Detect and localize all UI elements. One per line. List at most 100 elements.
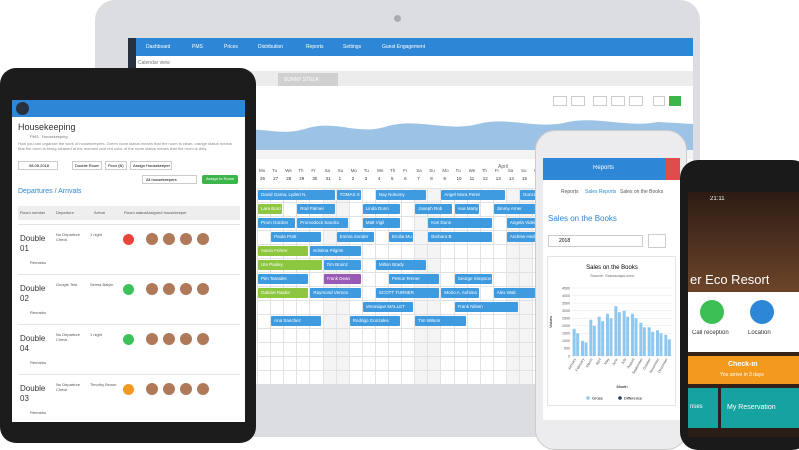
booking[interactable]: Jimmy Arner [493,204,558,214]
assign-button[interactable]: Assign to Room [202,175,238,184]
housekeeper-avatar[interactable] [163,283,175,295]
tile[interactable]: nses [688,388,718,428]
room-status[interactable] [123,284,134,295]
call-icon[interactable] [700,300,724,324]
month-label: April [498,164,509,170]
tool-button[interactable] [629,96,643,106]
breadcrumb[interactable]: Reports [561,189,579,195]
booking[interactable]: Ana Sanchez [271,316,322,326]
booking[interactable]: Andrew Heder [506,232,545,242]
housekeeper-avatar[interactable] [146,383,158,395]
booking[interactable]: Linda Dunn [362,204,401,214]
tool-button[interactable] [571,96,585,106]
y-tick-label: 2500 [562,317,570,321]
booking[interactable]: Matt Vigil [362,218,401,228]
housekeeper-avatar[interactable] [180,283,192,295]
nav-item[interactable]: Settings [343,44,362,50]
filter[interactable]: Assign Housekeeper [130,161,172,170]
housekeeper-avatar[interactable] [146,333,158,345]
year-select[interactable]: 2018 [548,235,643,247]
nav-item[interactable]: Distribution [258,44,284,50]
tile[interactable]: My Reservation [721,388,799,428]
booking[interactable]: Alex Walt [493,288,545,298]
booking[interactable]: Nay Nokomy [375,190,427,200]
tool-button[interactable] [593,96,607,106]
housekeeper-select[interactable]: All housekeepers [142,175,197,184]
booking[interactable]: Angela Videira Pereira [506,218,558,228]
booking[interactable]: Kari Dunn [428,218,492,228]
booking[interactable]: Joseph Rob [415,204,453,214]
booking[interactable]: Emma Sonder [336,232,374,242]
nav-item[interactable]: Prices [224,44,238,50]
booking[interactable]: Aaron Fehrer [258,246,309,256]
booking[interactable]: Ute Pasley [258,260,322,270]
camera [394,15,401,22]
menu-button[interactable] [648,234,666,248]
housekeeper-avatar[interactable] [180,383,192,395]
tool-button[interactable] [611,96,625,106]
housekeeper-avatar[interactable] [180,333,192,345]
booking[interactable]: TOMAS S. [336,190,361,200]
booking[interactable]: SCOTT TURNER [375,288,440,298]
nav-item[interactable]: PMS [192,44,203,50]
booking[interactable]: George Simpson [454,274,492,284]
booking[interactable]: Morio A. Ashima [441,288,479,298]
housekeeper-avatar[interactable] [180,233,192,245]
tool-button[interactable] [669,96,681,106]
booking-name: Jimmy Arner [496,206,522,211]
weekday: We [468,168,476,173]
booking[interactable]: Milton Brady [375,260,427,270]
housekeeper-avatar[interactable] [197,233,209,245]
tool-button[interactable] [653,96,665,106]
booking[interactable]: Frank Dean [323,274,361,284]
housekeeper-avatar[interactable] [146,233,158,245]
booking[interactable]: Pim Tamales [258,274,309,284]
breadcrumb[interactable]: Sales Reports [585,189,617,195]
booking[interactable]: Raymond Vernon [310,288,361,298]
booking[interactable]: Paula Pratt [271,232,322,242]
booking[interactable]: Petrus Tenner [389,274,440,284]
tab[interactable]: SUNNY STELA [278,73,338,86]
room-status[interactable] [123,384,134,395]
booking[interactable]: Prom Gordon [258,218,296,228]
booking[interactable]: Ana Marty [454,204,479,214]
booking[interactable]: Tim Wilson [415,316,466,326]
add-button[interactable] [665,158,680,180]
location-icon[interactable] [750,300,774,324]
housekeeper-avatar[interactable] [163,383,175,395]
room-status[interactable] [123,234,134,245]
booking[interactable]: Barbara B [428,232,492,242]
booking[interactable]: Emilia Mustafa [389,232,414,242]
filter[interactable]: Floor (B) [105,161,127,170]
legend-swatch [586,396,590,400]
booking[interactable]: Lara Burder [258,204,283,214]
bar [572,328,576,356]
date-input[interactable]: 08.05.2018 [18,161,58,170]
booking[interactable]: Angel Mora Perez [441,190,505,200]
room-status[interactable] [123,334,134,345]
bar [614,306,618,356]
breadcrumb[interactable]: PMS [30,134,39,139]
booking[interactable]: David Gama, Lydert N. [258,190,335,200]
housekeeper-avatar[interactable] [163,233,175,245]
nav-item[interactable]: Guest Engagement [382,44,426,50]
housekeeper-avatar[interactable] [197,333,209,345]
nav-item[interactable]: Reports [306,44,324,50]
booking[interactable]: Rodrigo Gonzales [349,316,401,326]
checkin-banner[interactable]: Check-in You arrive in 3 days [688,356,799,384]
filter[interactable]: Double Room [72,161,102,170]
housekeeper-avatar[interactable] [146,283,158,295]
housekeeper-avatar[interactable] [163,333,175,345]
booking[interactable]: Promodock Sandra [297,218,348,228]
housekeeper-avatar[interactable] [197,383,209,395]
booking[interactable]: Kristina Pilgrim [310,246,361,256]
booking[interactable]: Frank Nilsen [454,302,518,312]
booking[interactable]: Rod Palmer [297,204,335,214]
nav-item[interactable]: Dashboard [146,44,171,50]
booking[interactable]: Tim Bruinz [323,260,361,270]
tool-button[interactable] [553,96,567,106]
housekeeper-avatar[interactable] [197,283,209,295]
booking[interactable]: Gabriel Raidor [258,288,309,298]
booking[interactable]: Veronique MALLET [362,302,414,312]
weekday: Th [481,168,487,173]
